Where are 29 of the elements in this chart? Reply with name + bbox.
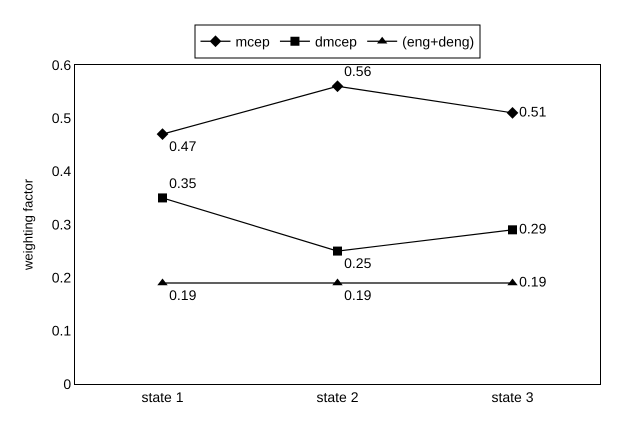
x-tick-label: state 1 xyxy=(141,388,184,405)
legend-label: (eng+deng) xyxy=(402,34,474,50)
data-label: 0.25 xyxy=(344,255,372,272)
data-label: 0.19 xyxy=(169,287,197,304)
point xyxy=(333,246,342,256)
y-tick-label: 0.1 xyxy=(52,322,72,339)
legend-label: dmcep xyxy=(314,34,358,50)
point xyxy=(156,128,168,140)
y-axis-title: weighting factor xyxy=(20,178,36,272)
data-label: 0.19 xyxy=(519,273,547,290)
y-tick-label: 0.4 xyxy=(52,163,72,180)
data-label: 0.29 xyxy=(519,220,547,236)
y-tick-label: 0.2 xyxy=(52,270,72,286)
data-label: 0.35 xyxy=(169,174,197,191)
x-tick-label: state 3 xyxy=(491,388,534,405)
point xyxy=(332,80,344,92)
data-label: 0.19 xyxy=(344,287,372,304)
data-label: 0.51 xyxy=(519,103,547,120)
point xyxy=(506,107,518,119)
legend-label: mcep xyxy=(236,34,270,50)
point xyxy=(158,193,167,202)
x-tick-label: state 2 xyxy=(316,388,359,405)
data-label: 0.56 xyxy=(344,63,372,80)
point xyxy=(508,225,517,234)
y-tick-label: 0 xyxy=(63,376,72,392)
y-tick-label: 0.5 xyxy=(52,110,72,126)
data-label: 0.47 xyxy=(169,138,197,154)
y-tick-label: 0.6 xyxy=(52,56,72,73)
y-tick-label: 0.3 xyxy=(52,216,72,232)
